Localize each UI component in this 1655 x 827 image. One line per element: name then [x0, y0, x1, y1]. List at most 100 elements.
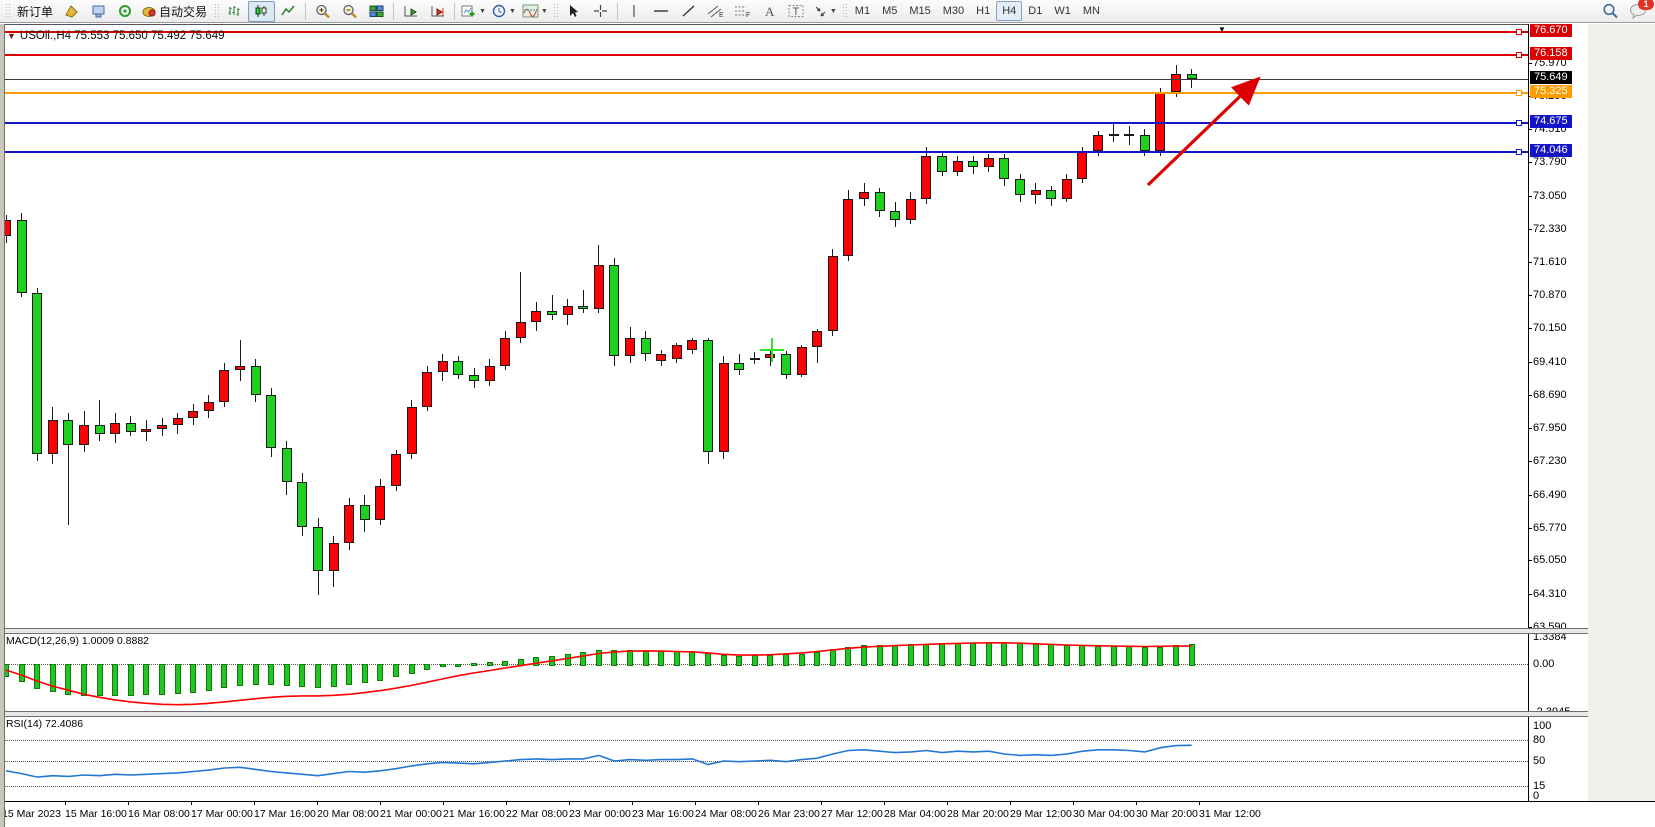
- label-tool-button[interactable]: T: [783, 1, 810, 22]
- timeframe-button-M1[interactable]: M1: [854, 5, 871, 17]
- timeframe-button-H1[interactable]: H1: [976, 5, 991, 17]
- candle: [484, 365, 495, 382]
- toolbar-grip[interactable]: [841, 3, 847, 19]
- indicators-button[interactable]: ▼: [519, 1, 551, 22]
- macd-bar: [190, 664, 197, 693]
- trend-arrow-object[interactable]: [0, 25, 1528, 629]
- chart-shift-button[interactable]: [424, 1, 451, 22]
- time-tick-label: 26 Mar 23:00: [758, 808, 820, 820]
- indicators-icon: [522, 4, 539, 18]
- hline-object[interactable]: [0, 54, 1528, 57]
- auto-trading-icon: [142, 7, 156, 17]
- hline-anchor[interactable]: [1516, 148, 1522, 155]
- zoom-in-button[interactable]: [309, 1, 336, 22]
- timeframe-button-M15[interactable]: M15: [909, 5, 931, 17]
- macd-bar: [34, 664, 41, 690]
- candlestick-chart-button[interactable]: [248, 0, 276, 22]
- toolbar-grip[interactable]: [214, 3, 220, 19]
- crosshair-tool-button[interactable]: [587, 1, 614, 22]
- hline-object[interactable]: [0, 150, 1528, 153]
- dropdown-caret-icon: ▼: [508, 7, 516, 15]
- market-watch-icon[interactable]: [58, 1, 85, 22]
- zoom-out-button[interactable]: [336, 1, 363, 22]
- one-click-trading-arrow-icon[interactable]: ▼: [7, 31, 16, 41]
- hline-anchor[interactable]: [1516, 119, 1522, 126]
- price-tick-label: 70.870: [1533, 289, 1567, 302]
- candle: [453, 360, 464, 375]
- toolbar-grip[interactable]: [5, 3, 10, 19]
- macd-panel[interactable]: MACD(12,26,9) 1.0009 0.8882: [0, 633, 1528, 711]
- bar-chart-button[interactable]: [221, 1, 248, 22]
- macd-bar: [252, 664, 259, 686]
- rsi-scale-label: 0: [1533, 790, 1540, 802]
- hline-object[interactable]: [0, 121, 1528, 124]
- price-tick-label: 65.770: [1533, 521, 1567, 534]
- hline-tool-button[interactable]: [648, 1, 675, 22]
- hline-anchor[interactable]: [1516, 90, 1522, 97]
- fibonacci-tool-button[interactable]: F: [729, 1, 756, 22]
- svg-text:A: A: [765, 4, 775, 18]
- time-tick-label: 31 Mar 12:00: [1199, 808, 1261, 820]
- candle: [32, 292, 43, 455]
- new-chart-button[interactable]: ▼: [458, 1, 489, 22]
- candle: [1108, 133, 1119, 136]
- vline-tool-button[interactable]: [621, 1, 648, 22]
- timeframe-button-D1[interactable]: D1: [1028, 5, 1043, 17]
- toolbar-grip[interactable]: [552, 3, 558, 19]
- channel-tool-button[interactable]: E: [702, 1, 729, 22]
- candle: [313, 527, 323, 571]
- hline-object[interactable]: [0, 92, 1528, 95]
- notifications-button[interactable]: 1: [1629, 0, 1654, 19]
- timeframe-button-M5[interactable]: M5: [882, 5, 898, 17]
- timeframe-button-M30[interactable]: M30: [942, 5, 965, 17]
- arrows-tool-button[interactable]: ▼: [810, 1, 840, 22]
- auto-scroll-button[interactable]: [397, 1, 424, 22]
- macd-bar: [346, 664, 353, 686]
- panel-splitter[interactable]: [0, 628, 1588, 634]
- price-tick-label: 68.690: [1533, 388, 1567, 401]
- price-tick-mark: [1528, 428, 1532, 430]
- timeframe-button-W1[interactable]: W1: [1054, 5, 1071, 17]
- toolbar-separator: [393, 2, 395, 20]
- time-tick-mark: [695, 802, 696, 805]
- hline-object[interactable]: [0, 31, 1528, 34]
- time-tick-label: 17 Mar 00:00: [191, 808, 253, 820]
- window-left-edge: [0, 24, 5, 827]
- auto-trading-button[interactable]: 自动交易: [139, 1, 212, 22]
- equidistant-channel-icon: E: [707, 5, 724, 18]
- time-axis[interactable]: 15 Mar 2023 15 Mar 16:00 16 Mar 08:00 17 Ma…: [0, 801, 1655, 827]
- candle: [578, 306, 589, 309]
- price-tick-mark: [1528, 560, 1532, 562]
- hline-anchor[interactable]: [1516, 29, 1522, 36]
- time-tick-mark: [1010, 802, 1011, 805]
- panel-splitter[interactable]: [0, 711, 1588, 717]
- chart-title: ▼ USOil.,H4 75.553 75.650 75.492 75.649: [7, 30, 225, 42]
- timeframe-button-MN[interactable]: MN: [1082, 5, 1100, 17]
- tile-windows-button[interactable]: [363, 1, 390, 22]
- time-tick-mark: [884, 802, 885, 805]
- cursor-tool-button[interactable]: [560, 1, 587, 22]
- timeframe-button-H4[interactable]: H4: [996, 1, 1023, 21]
- macd-bar: [486, 662, 493, 666]
- price-chart-panel[interactable]: ▼ USOil.,H4 75.553 75.650 75.492 75.649 ▼: [0, 24, 1528, 629]
- time-tick-label: 17 Mar 16:00: [254, 808, 316, 820]
- trendline-tool-button[interactable]: [675, 1, 702, 22]
- dropdown-caret-icon: ▼: [829, 7, 837, 15]
- new-order-button[interactable]: 新订单: [12, 1, 58, 22]
- time-tick-mark: [506, 802, 507, 805]
- price-tick-label: 72.330: [1533, 222, 1567, 235]
- line-chart-button[interactable]: [275, 1, 302, 22]
- metaeditor-button[interactable]: [85, 1, 112, 22]
- macd-bar: [471, 662, 477, 666]
- candle: [266, 395, 277, 448]
- search-button[interactable]: [1602, 3, 1619, 19]
- signals-button[interactable]: [112, 1, 139, 22]
- candle: [16, 219, 27, 293]
- rsi-panel[interactable]: RSI(14) 72.4086: [0, 716, 1528, 801]
- hline-anchor[interactable]: [1516, 52, 1522, 59]
- text-tool-button[interactable]: A: [756, 1, 783, 22]
- price-axis-border: [1528, 24, 1529, 801]
- rsi-line: [5, 744, 1192, 778]
- period-button[interactable]: ▼: [489, 1, 519, 22]
- time-tick-mark: [191, 802, 192, 805]
